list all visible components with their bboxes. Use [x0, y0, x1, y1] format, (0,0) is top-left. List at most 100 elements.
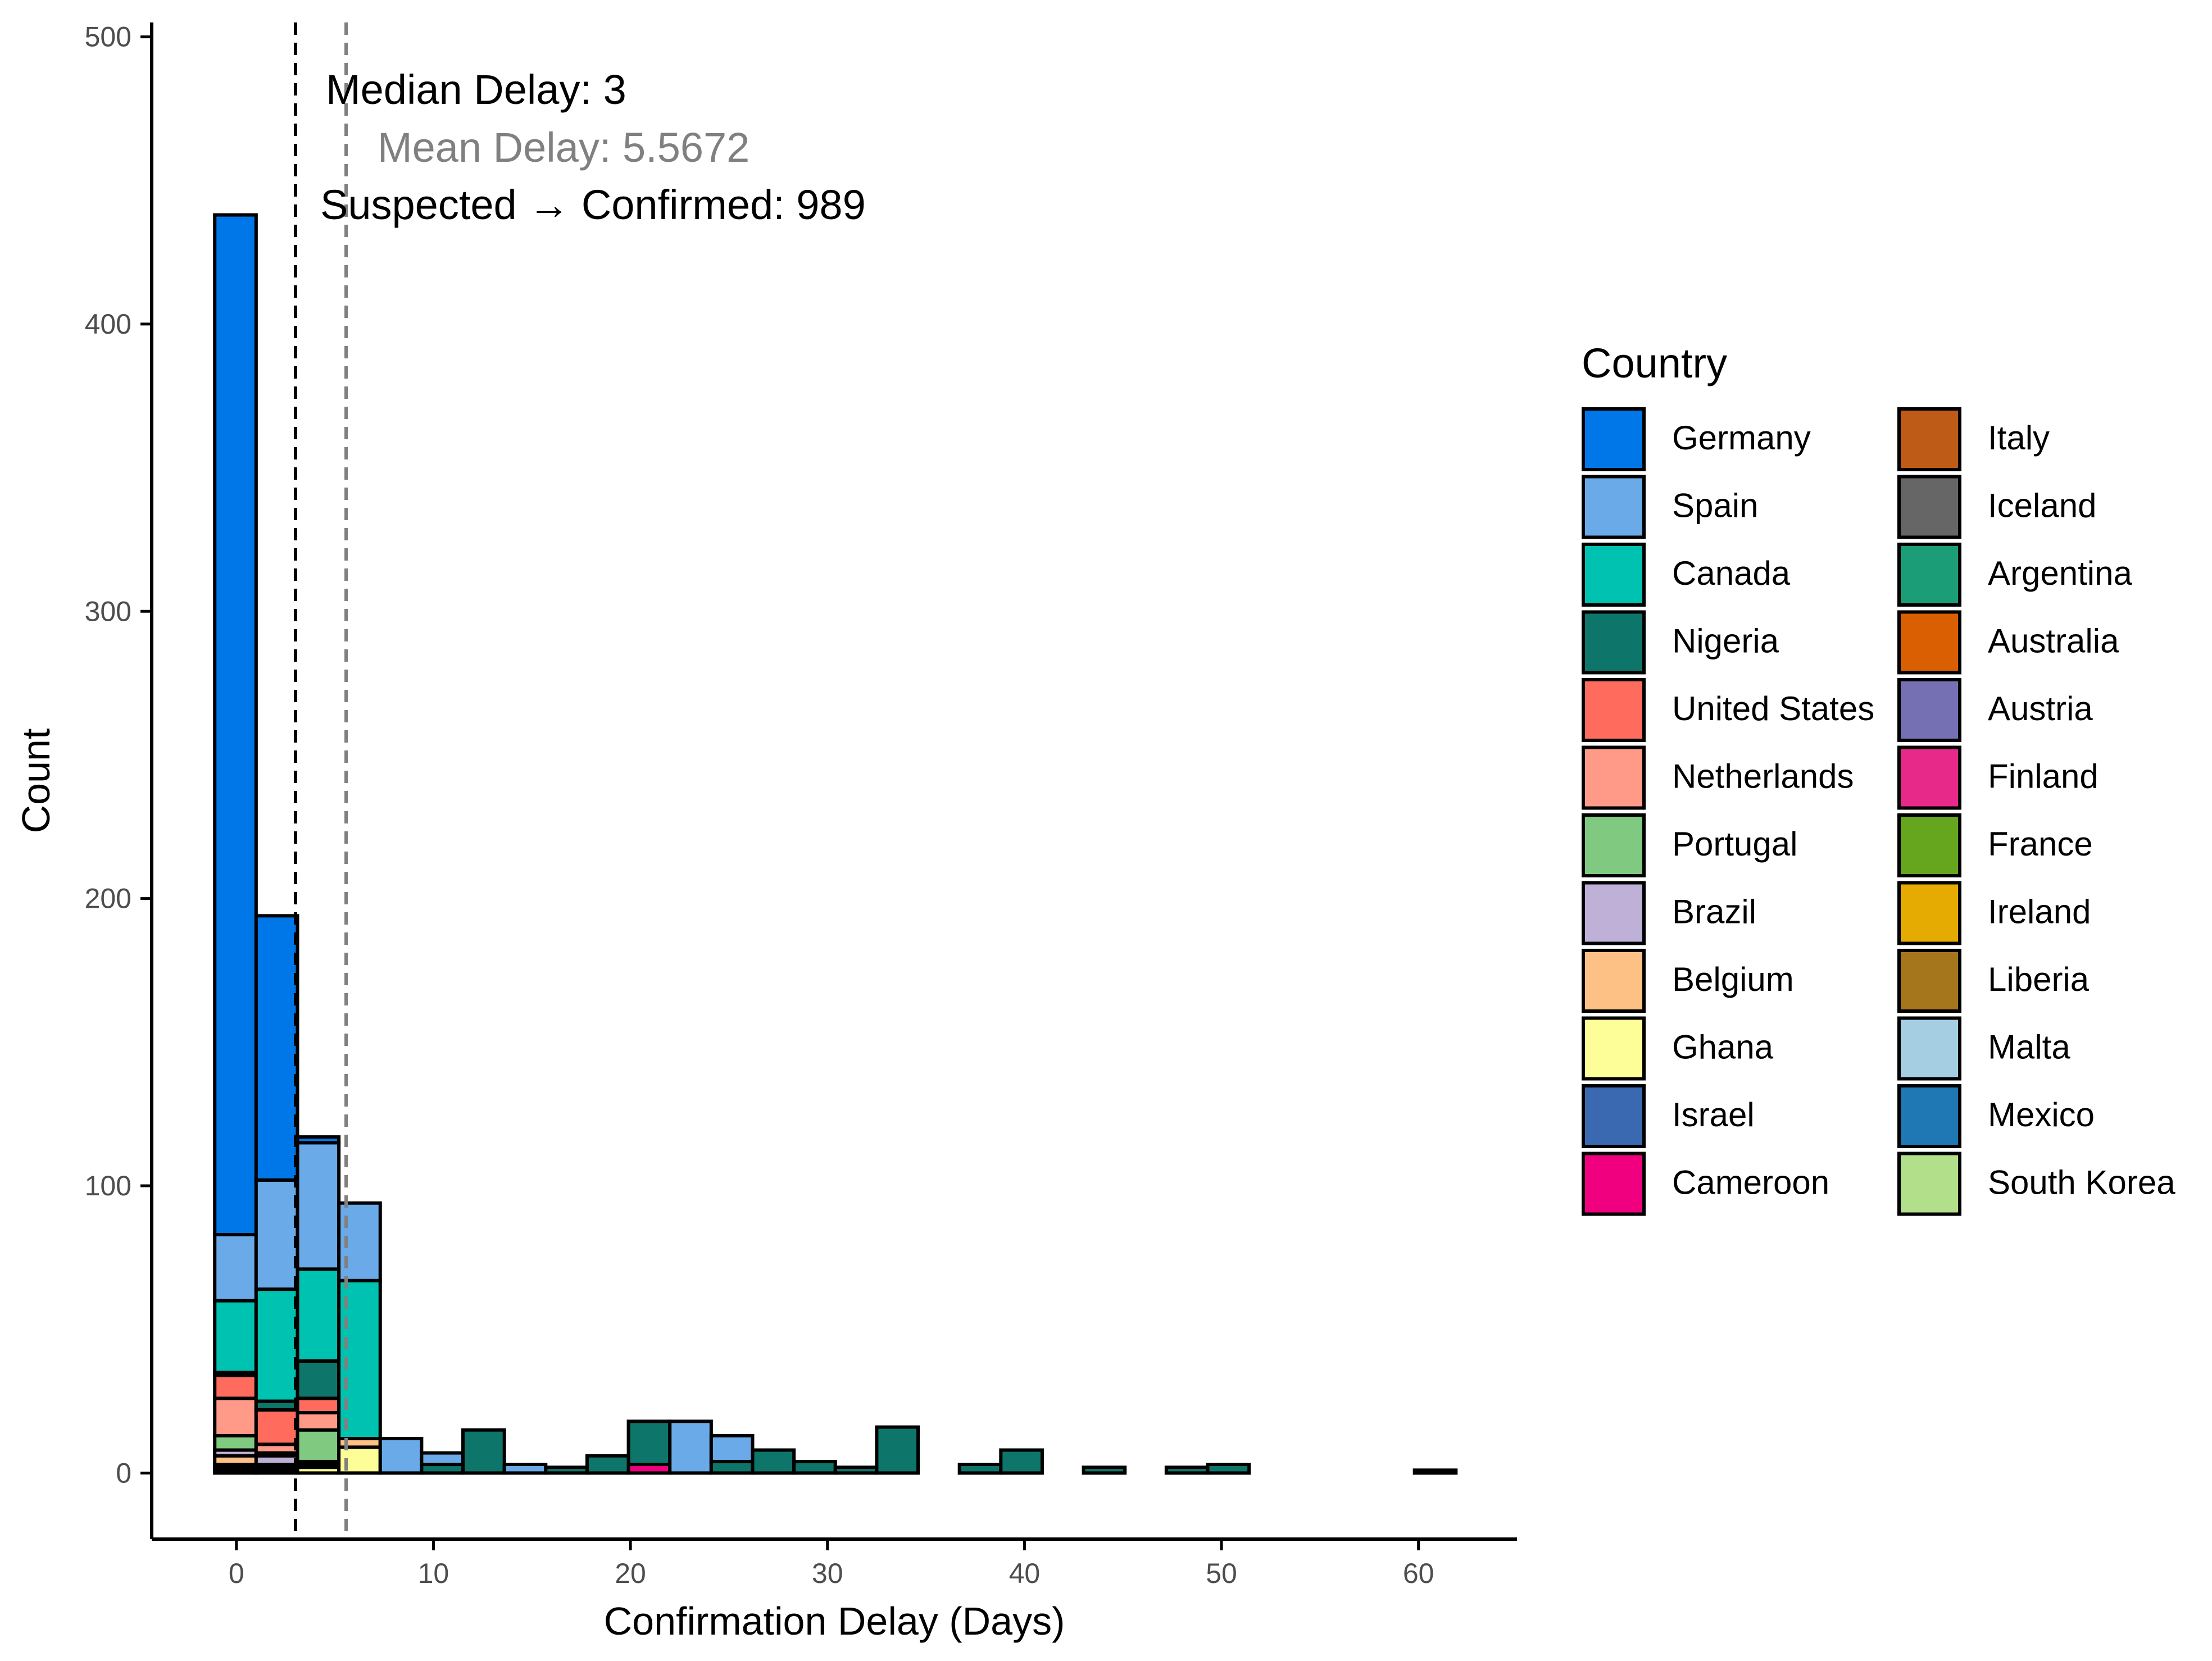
legend-item: Portugal	[1582, 813, 1797, 877]
legend-label: Austria	[1988, 690, 2093, 727]
y-tick-label: 0	[116, 1457, 131, 1489]
legend-item: France	[1897, 813, 2093, 877]
legend-label: Liberia	[1988, 961, 2090, 998]
legend-item: Ireland	[1897, 881, 2091, 945]
legend: Country Germany Spain Canada Nigeria United S…	[1582, 340, 2175, 1216]
y-tick-label: 500	[85, 21, 131, 53]
legend-item: Canada	[1582, 543, 1791, 607]
legend-swatch	[1897, 678, 1961, 742]
bar-segment: Nigeria: 4	[709, 1459, 755, 1475]
legend-item: Finland	[1897, 745, 2099, 810]
bar-segment: Spain: 23	[213, 1232, 258, 1303]
x-tick-label: 20	[615, 1558, 646, 1589]
bar-segment: Spain: 38	[254, 1178, 299, 1291]
legend-swatch	[1897, 949, 1961, 1013]
legend-swatch	[1582, 475, 1646, 539]
legend-title: Country	[1582, 340, 1727, 386]
bar-segment: Nigeria: 2	[1082, 1466, 1127, 1475]
legend-item: Malta	[1897, 1016, 2070, 1081]
bars-layer: Cameroon: 1Israel: 1Ghana: 1Belgium: 3Br…	[213, 213, 1458, 1475]
x-tick-label: 40	[1009, 1558, 1041, 1589]
bar-segment: Nigeria: 16	[875, 1425, 920, 1475]
reference-lines-layer	[293, 22, 348, 1539]
legend-item: Germany	[1582, 407, 1811, 471]
bar-segment: Canada: 32	[296, 1267, 341, 1363]
bar-segment: Spain: 18	[668, 1419, 713, 1475]
legend-label: Nigeria	[1672, 622, 1779, 660]
bar-segment: Netherlands: 13	[213, 1396, 258, 1437]
histogram-bin: Nigeria: 15	[461, 1428, 506, 1475]
x-tick-label: 60	[1403, 1558, 1434, 1589]
histogram-bin: Nigeria: 3Spain: 4	[420, 1451, 465, 1475]
legend-swatch	[1582, 1016, 1646, 1081]
bar-segment: Portugal: 5	[213, 1434, 258, 1452]
y-tick-label: 100	[85, 1170, 131, 1202]
legend-label: Argentina	[1988, 554, 2132, 592]
legend-item: Spain	[1582, 475, 1758, 539]
y-tick-label: 400	[85, 308, 131, 340]
legend-label: South Korea	[1988, 1164, 2175, 1202]
bar-segment: Nigeria: 2	[544, 1466, 589, 1475]
histogram-bin: Cameroon: 1Israel: 1Ghana: 1Belgium: 3Br…	[213, 213, 258, 1475]
histogram-bin: Nigeria: 4Spain: 9	[709, 1434, 755, 1475]
histogram-bin: Spain: 12	[378, 1437, 424, 1475]
legend-swatch	[1582, 543, 1646, 607]
bar-segment: Nigeria: 4	[792, 1459, 837, 1475]
legend-swatch	[1582, 407, 1646, 471]
legend-item: Mexico	[1897, 1084, 2095, 1148]
legend-item: Cameroon	[1582, 1152, 1829, 1216]
bar-segment: Nigeria: 15	[626, 1419, 672, 1467]
legend-swatch	[1897, 881, 1961, 945]
legend-label: Germany	[1672, 419, 1811, 457]
axes-layer: 0 100 200 300 400 500 0 10 20 30 40 50 60 Confirmatio…	[14, 21, 1517, 1643]
histogram-bin: Nigeria: 2	[544, 1466, 589, 1475]
bar-segment: United States: 5	[296, 1396, 341, 1415]
histogram-bin: Nigeria: 2	[1164, 1466, 1210, 1475]
legend-item: Australia	[1897, 610, 2119, 675]
legend-swatch	[1897, 813, 1961, 877]
legend-swatch	[1897, 745, 1961, 810]
legend-item: Netherlands	[1582, 745, 1854, 810]
bar-segment: Canada: 39	[254, 1287, 299, 1403]
bar-segment: Nigeria: 3	[957, 1463, 1003, 1475]
bar-segment: Nigeria: 8	[751, 1448, 796, 1475]
legend-swatch	[1897, 1016, 1961, 1081]
legend-label: Portugal	[1672, 825, 1797, 863]
legend-swatch	[1582, 949, 1646, 1013]
legend-item: Italy	[1897, 407, 2050, 471]
x-tick-label: 10	[418, 1558, 449, 1589]
histogram-bin: Nigeria: 3	[1206, 1463, 1251, 1475]
bar-segment: Nigeria: 13	[296, 1359, 341, 1400]
legend-swatch	[1582, 678, 1646, 742]
legend-label: Belgium	[1672, 961, 1794, 998]
legend-swatch	[1897, 407, 1961, 471]
bar-segment: Spain: 9	[709, 1434, 755, 1463]
legend-swatch	[1897, 610, 1961, 675]
legend-label: Brazil	[1672, 893, 1756, 931]
bar-segment: Germany: 2	[296, 1135, 341, 1145]
annotation-layer: Median Delay: 3 Mean Delay: 5.5672 Suspect…	[320, 66, 866, 228]
legend-item: Austria	[1897, 678, 2093, 742]
legend-label: Finland	[1988, 758, 2099, 795]
legend-label: United States	[1672, 690, 1874, 727]
legend-label: Italy	[1988, 419, 2050, 457]
legend-swatch	[1897, 543, 1961, 607]
histogram-bin: Nigeria: 8	[751, 1448, 796, 1475]
bar-segment: Spain: 12	[378, 1437, 424, 1475]
x-axis-label: Confirmation Delay (Days)	[604, 1599, 1065, 1643]
bar-segment: Spain: 44	[296, 1141, 341, 1271]
histogram-bin: Spain: 18	[668, 1419, 713, 1475]
bar-segment: Nigeria: 2	[1164, 1466, 1210, 1475]
median-delay-label: Median Delay: 3	[326, 66, 626, 113]
histogram-bin: Nigeria: 8	[999, 1448, 1044, 1475]
bar-segment: Germany: 355	[213, 213, 258, 1236]
histogram-bin: Nigeria: 16	[875, 1425, 920, 1475]
legend-label: Ghana	[1672, 1029, 1774, 1066]
legend-item: South Korea	[1897, 1152, 2175, 1216]
bar-segment: Nigeria: 6	[585, 1454, 630, 1475]
mean-delay-label: Mean Delay: 5.5672	[378, 124, 750, 171]
legend-label: Netherlands	[1672, 758, 1854, 795]
legend-label: Canada	[1672, 554, 1791, 592]
